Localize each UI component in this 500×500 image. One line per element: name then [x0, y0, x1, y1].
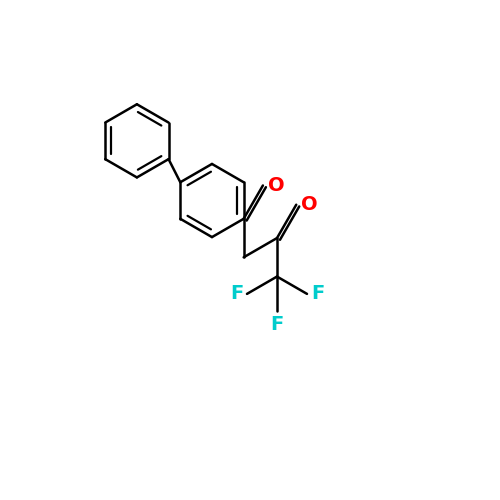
Text: O: O — [268, 176, 284, 195]
Text: F: F — [311, 284, 324, 304]
Text: F: F — [270, 315, 283, 334]
Text: O: O — [301, 195, 318, 214]
Text: F: F — [230, 284, 243, 304]
